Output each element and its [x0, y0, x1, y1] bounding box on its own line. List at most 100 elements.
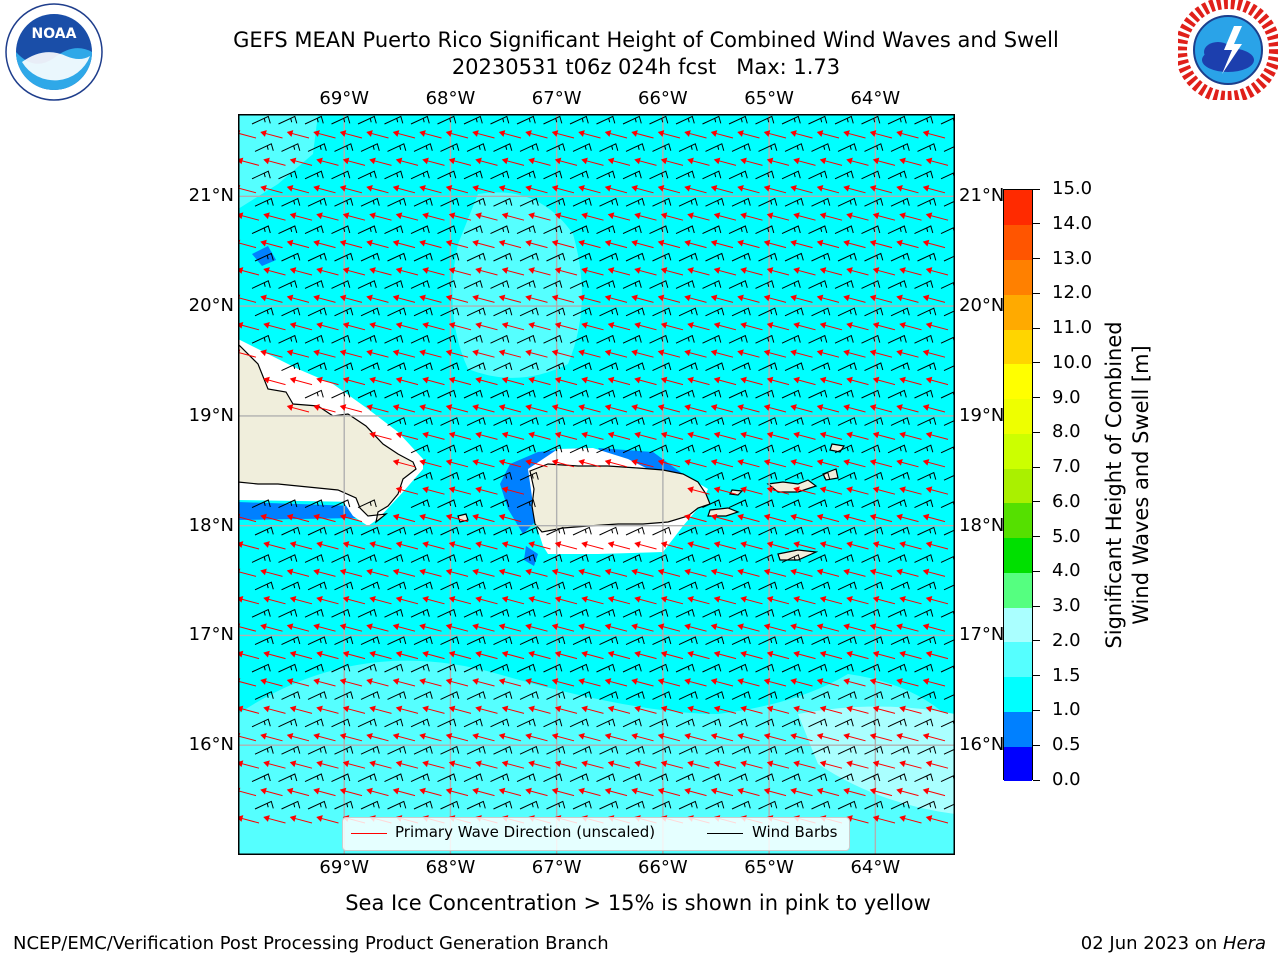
wave-direction-arrow [896, 349, 919, 358]
wave-direction-arrow [816, 568, 840, 577]
wave-legend-label: Primary Wave Direction (unscaled) [395, 823, 656, 841]
wind-barb [437, 444, 457, 454]
wind-barb [254, 526, 274, 536]
wave-direction-arrow [313, 513, 336, 523]
wind-barb [334, 197, 354, 207]
wind-barb [569, 170, 589, 180]
wind-barb [357, 225, 377, 235]
wave-direction-arrow [819, 321, 843, 331]
coordinate-label: 17°N [959, 624, 1005, 646]
wind-barb [307, 691, 327, 700]
wind-barb [410, 718, 430, 728]
wave-direction-arrow [342, 650, 366, 660]
wind-barb [254, 252, 274, 262]
wind-barb [728, 225, 748, 235]
wind-barb [758, 143, 778, 152]
wind-barb [678, 691, 698, 700]
wave-direction-arrow [472, 458, 495, 468]
wind-barb [622, 444, 642, 454]
wave-direction-arrow [472, 787, 495, 797]
wave-direction-arrow [657, 623, 681, 632]
wave-direction-arrow [422, 650, 445, 660]
wave-direction-arrow [342, 321, 366, 331]
wave-direction-arrow [713, 431, 737, 440]
wave-direction-arrow [607, 705, 631, 714]
wave-direction-arrow [713, 595, 737, 605]
wave-direction-arrow [899, 760, 922, 769]
wave-direction-arrow [819, 376, 843, 386]
wind-barb [543, 389, 563, 399]
wind-barb [466, 417, 486, 426]
wave-direction-arrow [501, 212, 525, 221]
wave-direction-arrow [342, 595, 366, 605]
wind-barb [493, 800, 513, 810]
wave-direction-arrow [342, 760, 366, 769]
wave-direction-arrow [710, 787, 734, 797]
wind-barb [887, 389, 907, 399]
wave-direction-arrow [419, 349, 442, 358]
wave-direction-arrow [763, 184, 787, 194]
wave-direction-arrow [869, 787, 893, 797]
wind-barb [837, 526, 857, 536]
wave-direction-arrow [369, 760, 392, 769]
wind-barb [731, 800, 751, 810]
wind-barb [728, 773, 748, 783]
wind-barb [808, 663, 828, 673]
wind-barb [384, 554, 404, 563]
wind-barb [463, 773, 483, 783]
wind-barb [622, 170, 642, 180]
wave-direction-arrow [448, 705, 472, 714]
wind-barb [784, 471, 804, 481]
wave-direction-arrow [472, 349, 495, 358]
wind-barb [755, 554, 775, 563]
wave-direction-arrow [422, 431, 445, 440]
wave-direction-arrow [766, 650, 790, 660]
wave-direction-arrow [872, 321, 896, 331]
coordinate-label: 20°N [959, 295, 1005, 317]
wave-direction-arrow [419, 568, 442, 577]
wave-direction-arrow [419, 239, 442, 249]
wave-direction-arrow [896, 294, 919, 303]
wave-direction-arrow [551, 130, 575, 139]
wind-barb [678, 143, 698, 152]
wind-barb [596, 444, 616, 454]
wave-direction-arrow [313, 130, 336, 139]
wind-barb [731, 471, 751, 481]
wave-direction-arrow [925, 815, 949, 824]
wind-barb [387, 636, 407, 646]
wind-barb [387, 800, 407, 810]
wave-direction-arrow [657, 349, 681, 358]
wave-direction-arrow [339, 568, 363, 577]
wind-barb [834, 225, 854, 235]
wind-barb [384, 225, 404, 235]
wind-barb [572, 745, 592, 755]
wind-barb [387, 307, 407, 317]
wind-barb [331, 170, 351, 180]
wave-direction-arrow [498, 513, 522, 523]
wave-direction-arrow [816, 732, 840, 742]
wind-barb [410, 170, 430, 180]
wave-direction-arrow [899, 650, 922, 660]
wave-direction-arrow [631, 623, 654, 632]
wind-barb [758, 197, 778, 207]
wind-barb [861, 608, 881, 618]
wave-direction-arrow [528, 541, 551, 550]
wind-barb [466, 471, 486, 481]
wind-barb [572, 417, 592, 426]
wind-barb [887, 115, 907, 125]
wave-direction-arrow [422, 157, 445, 166]
wind-barb [463, 225, 483, 235]
wave-direction-arrow [819, 541, 843, 550]
wind-barb [387, 197, 407, 207]
noaa-logo-text: NOAA [32, 26, 77, 42]
wind-barb [808, 499, 828, 509]
wave-direction-arrow [289, 760, 313, 769]
wind-barb [731, 143, 751, 152]
coordinate-label: 21°N [959, 185, 1005, 207]
wave-direction-arrow [846, 760, 869, 769]
wind-barb [652, 307, 672, 317]
wind-barb [413, 526, 433, 536]
wind-barb [546, 362, 566, 372]
wind-barb [811, 252, 831, 262]
coordinate-label: 18°N [188, 514, 234, 536]
